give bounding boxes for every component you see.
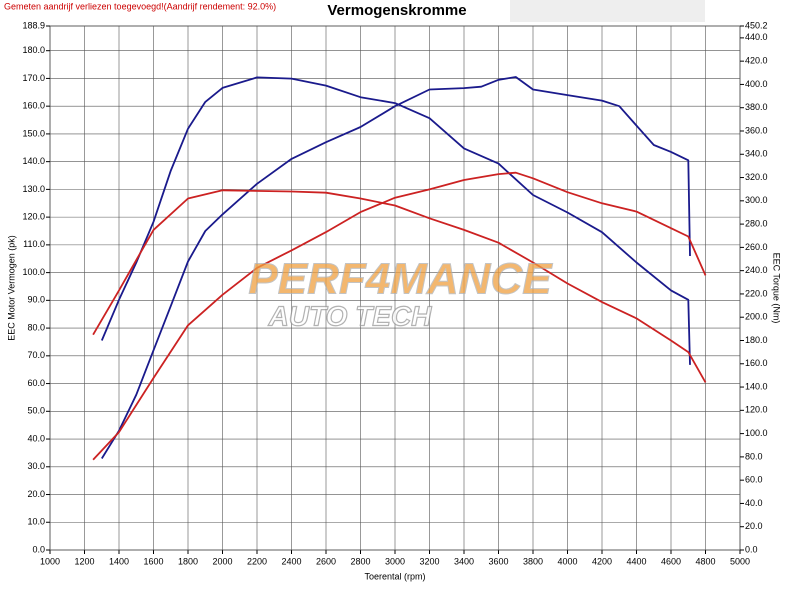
x-tick-label: 2800 xyxy=(350,556,370,566)
y-tick-label: 80.0 xyxy=(27,322,45,332)
y2-tick-label: 320.0 xyxy=(745,172,768,182)
watermark-top: PERF4MANCE xyxy=(248,255,553,304)
y-axis-label: EEC Motor Vermogen (pk) xyxy=(6,235,16,341)
y2-tick-label: 400.0 xyxy=(745,79,768,89)
x-tick-label: 3600 xyxy=(488,556,508,566)
x-tick-label: 1000 xyxy=(40,556,60,566)
x-tick-label: 2600 xyxy=(316,556,336,566)
y2-tick-label: 340.0 xyxy=(745,149,768,159)
y2-tick-label: 40.0 xyxy=(745,498,763,508)
x-tick-label: 5000 xyxy=(730,556,750,566)
y-tick-label: 160.0 xyxy=(22,101,45,111)
y2-tick-label: 300.0 xyxy=(745,195,768,205)
y-tick-label: 40.0 xyxy=(27,433,45,443)
x-tick-label: 2000 xyxy=(212,556,232,566)
series-line xyxy=(92,189,707,383)
y-tick-label: 0.0 xyxy=(32,544,45,554)
watermark-bottom: AUTO TECH xyxy=(268,300,433,331)
x-tick-label: 1600 xyxy=(143,556,163,566)
x-tick-label: 3200 xyxy=(419,556,439,566)
y2-tick-label: 60.0 xyxy=(745,475,763,485)
x-tick-label: 3000 xyxy=(385,556,405,566)
x-tick-label: 4600 xyxy=(661,556,681,566)
y-tick-label: 10.0 xyxy=(27,517,45,527)
y-tick-label: 140.0 xyxy=(22,156,45,166)
y-tick-label: 100.0 xyxy=(22,267,45,277)
series-line xyxy=(100,76,691,365)
title-box xyxy=(510,0,705,22)
chart-title: Vermogenskromme xyxy=(327,2,466,19)
y-tick-label: 20.0 xyxy=(27,489,45,499)
y-tick-label: 70.0 xyxy=(27,350,45,360)
x-tick-label: 2400 xyxy=(281,556,301,566)
y2-tick-label: 360.0 xyxy=(745,125,768,135)
y2-tick-label: 0.0 xyxy=(745,544,758,554)
y2-tick-label: 450.2 xyxy=(745,20,768,30)
x-tick-label: 4000 xyxy=(557,556,577,566)
y-tick-label: 90.0 xyxy=(27,295,45,305)
y-tick-label: 170.0 xyxy=(22,73,45,83)
y2-tick-label: 100.0 xyxy=(745,428,768,438)
y2-tick-label: 180.0 xyxy=(745,335,768,345)
y-tick-label: 130.0 xyxy=(22,184,45,194)
series-line xyxy=(92,171,707,461)
y-tick-label: 60.0 xyxy=(27,378,45,388)
y2-tick-label: 200.0 xyxy=(745,312,768,322)
y-tick-label: 150.0 xyxy=(22,128,45,138)
x-tick-label: 2200 xyxy=(247,556,267,566)
x-tick-label: 3400 xyxy=(454,556,474,566)
y2-tick-label: 220.0 xyxy=(745,288,768,298)
y-tick-label: 30.0 xyxy=(27,461,45,471)
y2-tick-label: 420.0 xyxy=(745,56,768,66)
y2-tick-label: 260.0 xyxy=(745,242,768,252)
y-tick-label: 110.0 xyxy=(23,239,45,249)
y2-tick-label: 120.0 xyxy=(745,405,768,415)
y2-axis-label: EEC Torque (Nm) xyxy=(772,253,782,324)
y2-tick-label: 140.0 xyxy=(745,381,768,391)
y2-tick-label: 380.0 xyxy=(745,102,768,112)
series-line xyxy=(101,76,691,459)
y2-tick-label: 160.0 xyxy=(745,358,768,368)
y-tick-label: 120.0 xyxy=(22,212,45,222)
x-tick-label: 3800 xyxy=(523,556,543,566)
y2-tick-label: 240.0 xyxy=(745,265,768,275)
x-tick-label: 4800 xyxy=(695,556,715,566)
x-tick-label: 1200 xyxy=(74,556,94,566)
x-tick-label: 1800 xyxy=(178,556,198,566)
y2-tick-label: 280.0 xyxy=(745,218,768,228)
x-tick-label: 4400 xyxy=(626,556,646,566)
y2-tick-label: 440.0 xyxy=(745,32,768,42)
y-tick-label: 180.0 xyxy=(22,45,45,55)
y-tick-label: 188.9 xyxy=(22,20,45,30)
y2-tick-label: 80.0 xyxy=(745,451,763,461)
x-tick-label: 4200 xyxy=(592,556,612,566)
note: Gemeten aandrijf verliezen toegevoegd!(A… xyxy=(4,1,276,11)
x-axis-label: Toerental (rpm) xyxy=(364,571,425,581)
y-tick-label: 50.0 xyxy=(27,406,45,416)
x-tick-label: 1400 xyxy=(109,556,129,566)
watermark: PERF4MANCE AUTO TECH xyxy=(248,254,554,332)
y2-tick-label: 20.0 xyxy=(745,521,763,531)
